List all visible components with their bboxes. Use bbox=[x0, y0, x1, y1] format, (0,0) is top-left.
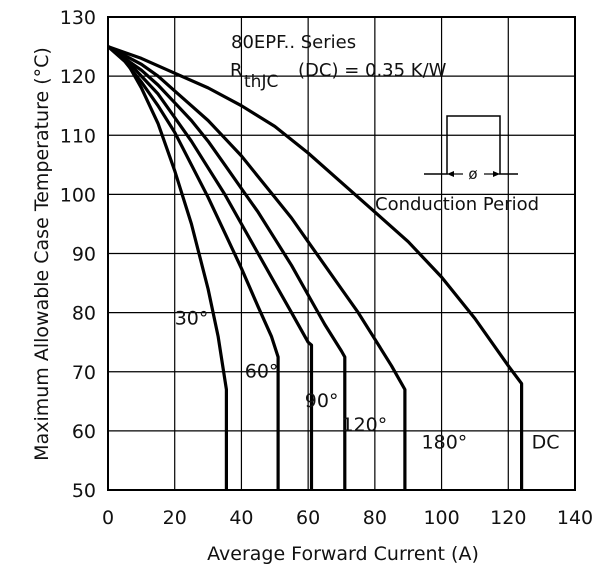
conduction-period-label: Conduction Period bbox=[375, 194, 539, 215]
y-tick-label: 100 bbox=[60, 184, 96, 206]
tick-labels: 0 20 40 60 80 100 120 140 50 60 70 80 90 100 110 120 130 bbox=[60, 7, 593, 529]
x-tick-label: 40 bbox=[229, 507, 253, 529]
x-tick-label: 100 bbox=[423, 507, 459, 529]
curve-30 bbox=[107, 45, 228, 490]
curve-120 bbox=[107, 45, 347, 490]
phi-symbol: ø bbox=[468, 165, 477, 183]
curve-label-60: 60° bbox=[245, 361, 279, 383]
y-axis-title: Maximum Allowable Case Temperature (°C) bbox=[31, 47, 53, 461]
plot-frame bbox=[107, 16, 576, 491]
curves: 30° 60° 90°120° 180° DC bbox=[106, 45, 560, 490]
rthjc-value: (DC) = 0.35 K/W bbox=[298, 60, 447, 81]
curve-label-90: 90° bbox=[305, 390, 339, 412]
x-axis-title: Average Forward Current (A) bbox=[207, 543, 479, 565]
curve-180 bbox=[107, 45, 407, 490]
y-tick-label: 70 bbox=[72, 362, 96, 384]
x-tick-label: 120 bbox=[490, 507, 526, 529]
x-tick-label: 60 bbox=[296, 507, 320, 529]
curve-label-180: 180° bbox=[422, 432, 468, 454]
rthjc-r: R bbox=[230, 60, 243, 81]
rthjc-subscript: thJC bbox=[244, 72, 278, 92]
series-title: 80EPF.. Series bbox=[231, 32, 356, 53]
curve-label-120: 120° bbox=[342, 414, 388, 436]
curve-label-dc: DC bbox=[532, 432, 560, 454]
y-tick-label: 60 bbox=[72, 421, 96, 443]
curve-90 bbox=[107, 45, 314, 490]
y-tick-label: 130 bbox=[60, 7, 96, 29]
x-tick-label: 80 bbox=[363, 507, 387, 529]
x-tick-label: 140 bbox=[557, 507, 593, 529]
y-tick-label: 110 bbox=[60, 125, 96, 147]
y-tick-label: 90 bbox=[72, 244, 96, 266]
curve-label-30: 30° bbox=[175, 307, 209, 329]
conduction-period-icon bbox=[424, 115, 518, 177]
y-tick-label: 50 bbox=[72, 480, 96, 502]
curve-dc bbox=[107, 45, 524, 490]
y-tick-label: 120 bbox=[60, 66, 96, 88]
x-tick-label: 20 bbox=[163, 507, 187, 529]
y-tick-label: 80 bbox=[72, 303, 96, 325]
x-tick-label: 0 bbox=[102, 507, 114, 529]
curve-60 bbox=[106, 45, 280, 490]
